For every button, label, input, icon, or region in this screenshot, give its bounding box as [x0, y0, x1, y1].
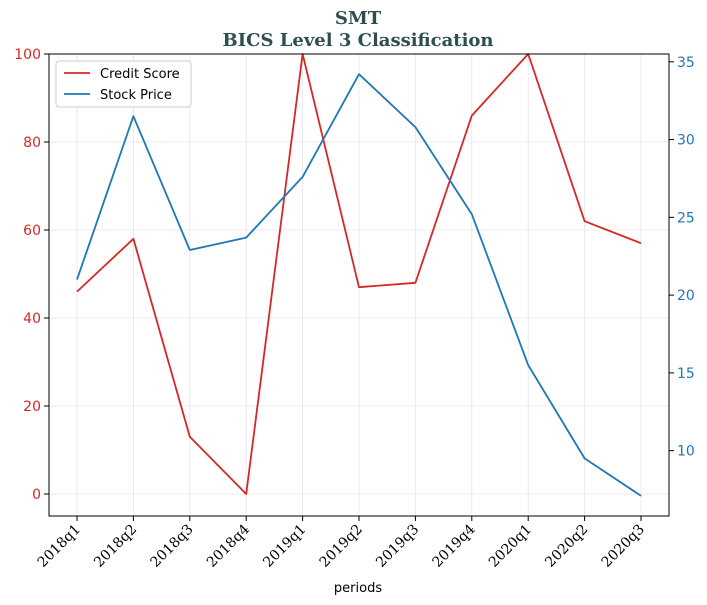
- legend-label-credit-score: Credit Score: [100, 67, 180, 82]
- x-axis: 2018q1 2018q2 2018q3 2018q4 2019q1 2019q2 2019…: [35, 516, 648, 571]
- chart-subtitle: BICS Level 3 Classification: [222, 30, 493, 51]
- right-tick-label: 35: [677, 55, 695, 71]
- right-tick-label: 30: [677, 133, 695, 149]
- left-tick-label: 80: [23, 135, 41, 151]
- left-tick-label: 0: [32, 487, 41, 503]
- left-tick-label: 100: [14, 47, 41, 63]
- left-tick-label: 20: [23, 399, 41, 415]
- x-tick-label: 2019q4: [429, 521, 478, 570]
- x-tick-label: 2018q2: [91, 522, 140, 571]
- x-tick-label: 2019q2: [317, 522, 366, 571]
- left-tick-label: 60: [23, 223, 41, 239]
- right-tick-label: 10: [677, 444, 695, 460]
- right-tick-label: 20: [677, 288, 695, 304]
- x-tick-label: 2020q1: [486, 522, 535, 571]
- left-y-axis: 0 20 40 60 80 100: [14, 47, 49, 503]
- right-tick-label: 15: [677, 366, 695, 382]
- left-tick-label: 40: [23, 311, 41, 327]
- x-tick-label: 2018q3: [147, 522, 196, 571]
- legend-label-stock-price: Stock Price: [100, 88, 172, 103]
- series-lines: [76, 53, 642, 497]
- x-tick-label: 2018q4: [204, 521, 253, 570]
- x-tick-label: 2020q3: [599, 522, 648, 571]
- legend: Credit Score Stock Price: [55, 60, 192, 108]
- chart-title: SMT: [335, 8, 382, 29]
- series-line-stock-price: [76, 73, 642, 497]
- x-tick-label: 2019q3: [373, 522, 422, 571]
- x-tick-label: 2019q1: [260, 522, 309, 571]
- x-tick-label: 2020q2: [542, 522, 591, 571]
- right-y-axis: 10 15 20 25 30 35: [669, 55, 695, 460]
- series-line-credit-score: [76, 53, 642, 495]
- right-tick-label: 25: [677, 210, 695, 226]
- x-tick-label: 2018q1: [35, 522, 84, 571]
- x-axis-label: periods: [334, 581, 382, 596]
